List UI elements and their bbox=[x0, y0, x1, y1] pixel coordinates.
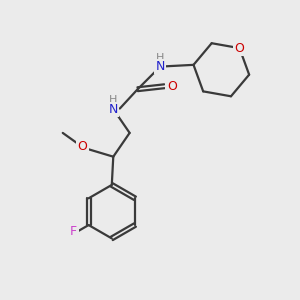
Text: O: O bbox=[235, 42, 244, 55]
Text: O: O bbox=[77, 140, 87, 153]
Text: F: F bbox=[70, 225, 77, 238]
Text: O: O bbox=[167, 80, 177, 93]
Text: H: H bbox=[109, 95, 118, 105]
Text: N: N bbox=[155, 60, 165, 74]
Text: N: N bbox=[109, 103, 118, 116]
Text: H: H bbox=[156, 53, 164, 63]
